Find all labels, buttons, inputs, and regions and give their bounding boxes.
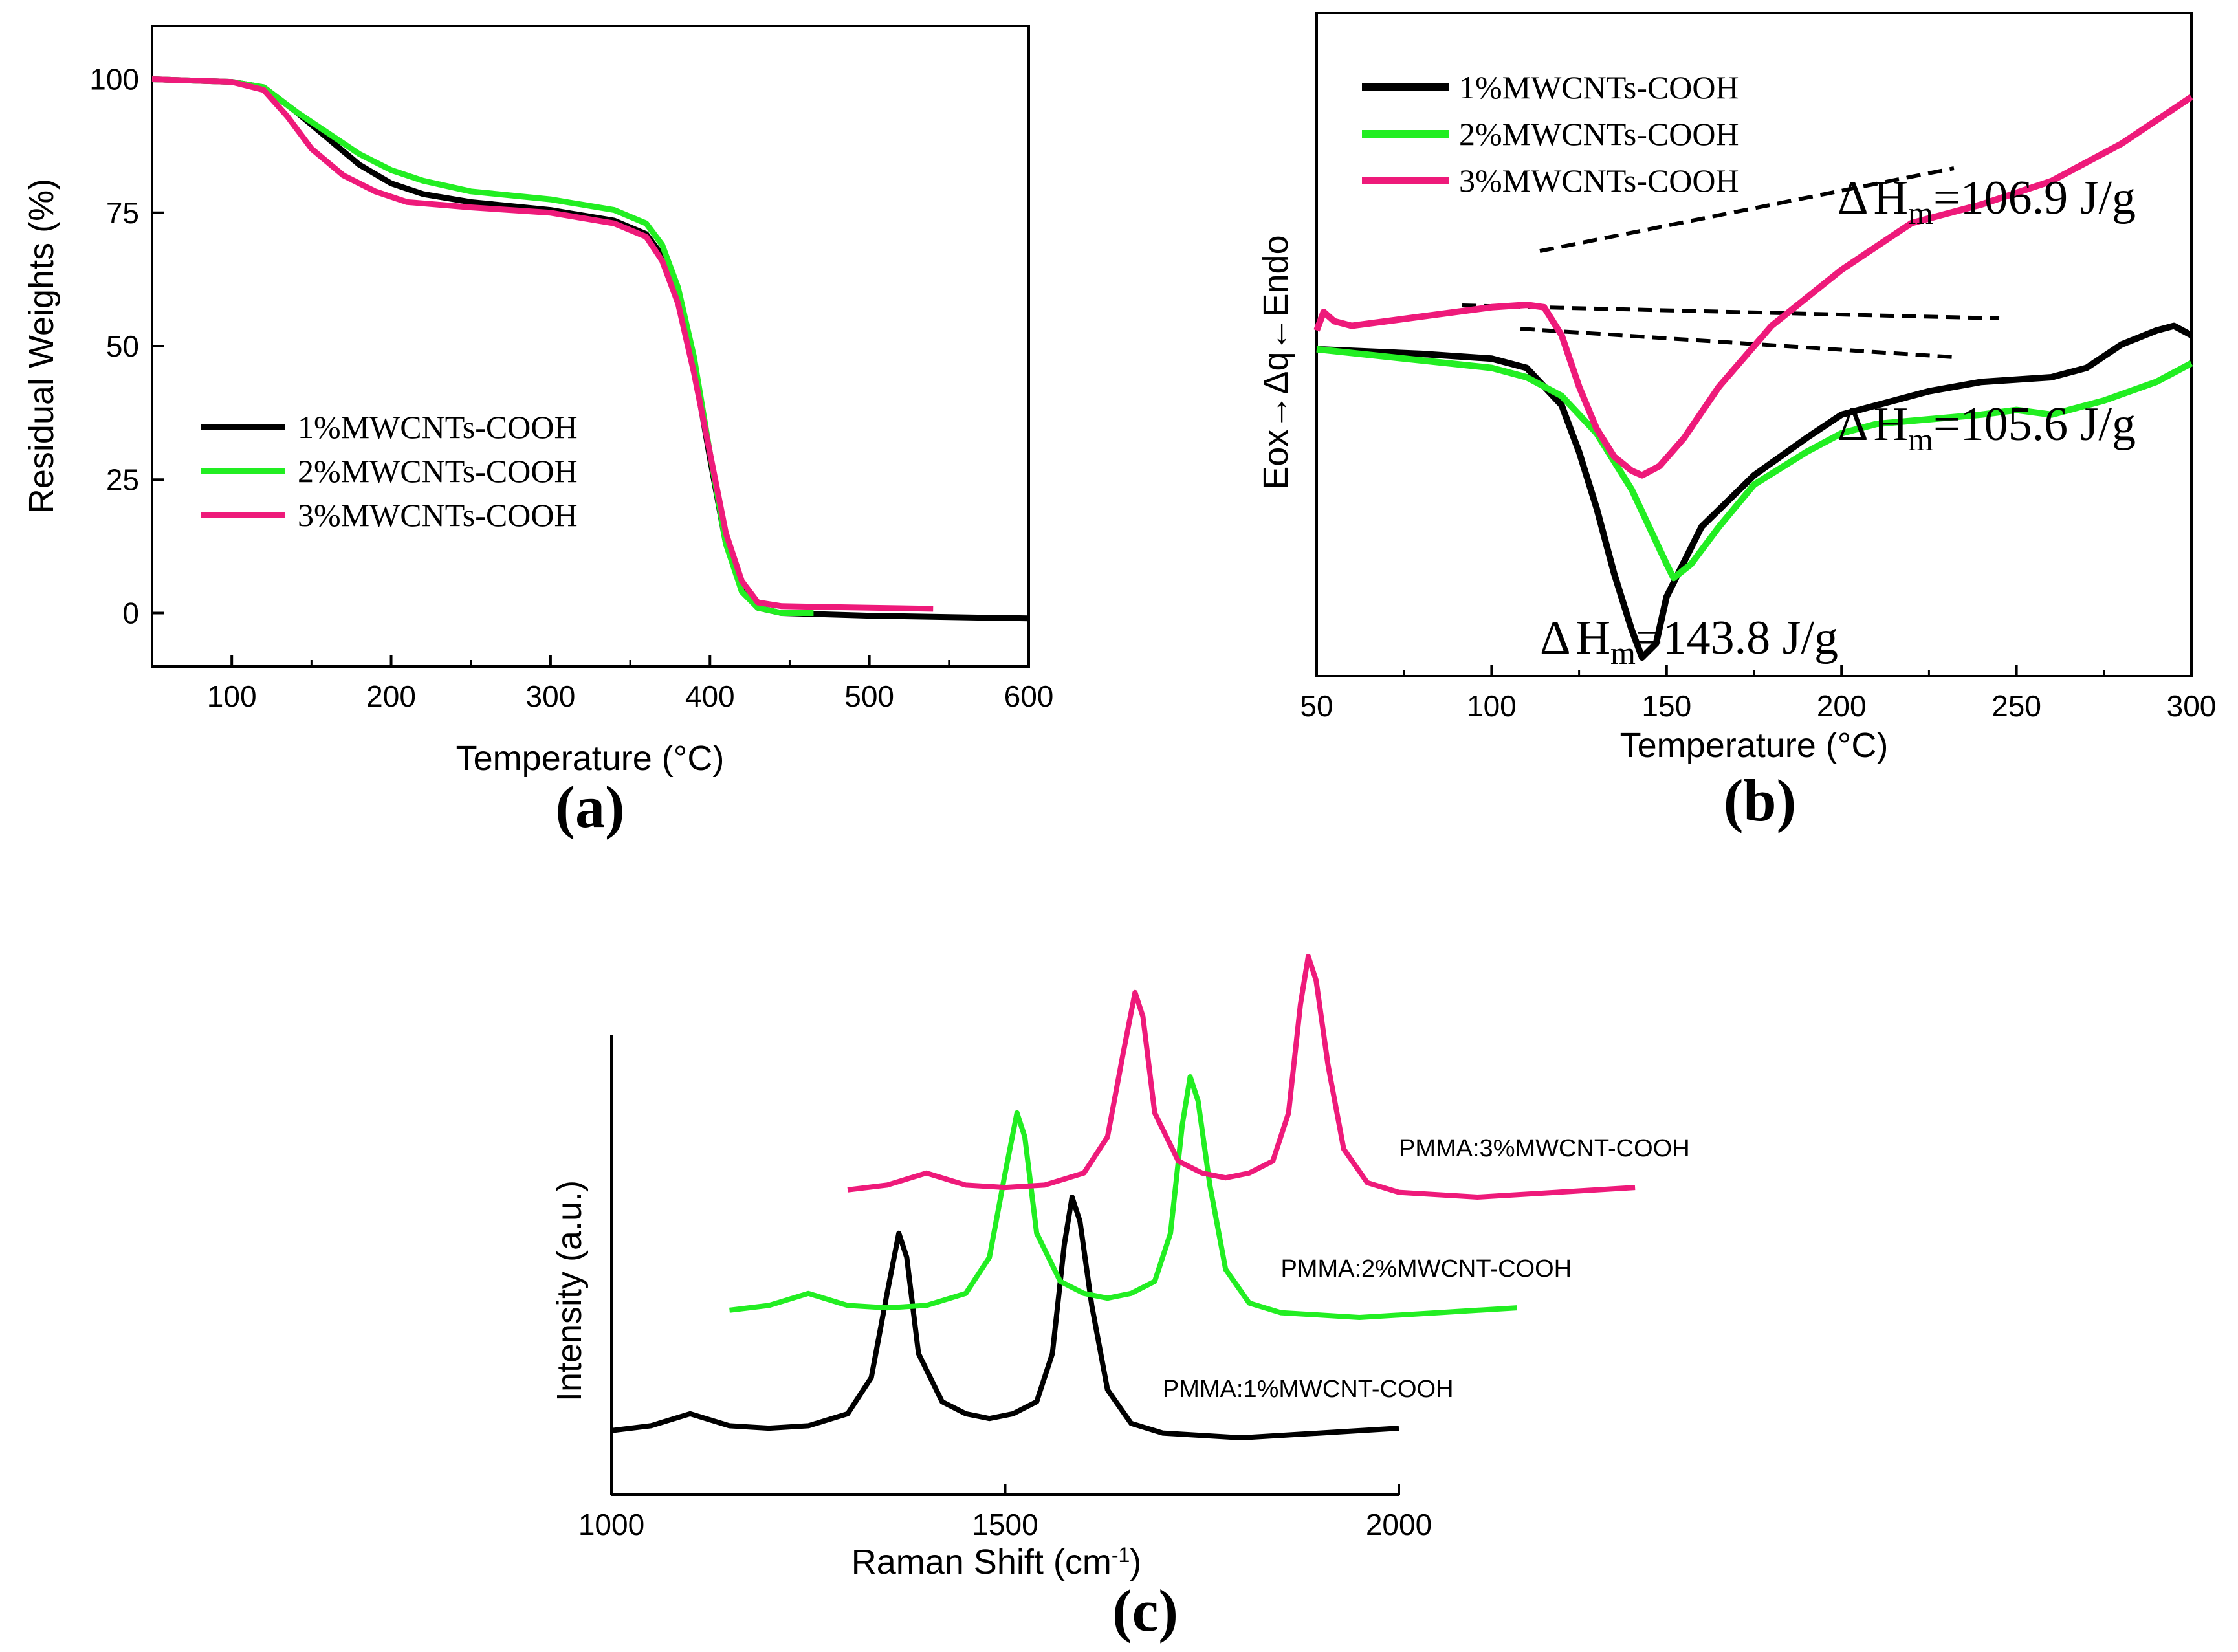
h-symbol: H [1874,398,1908,451]
panel-a-ticks: 100 200 300 400 500 600 0 25 50 75 100 [89,63,1053,714]
x-tick-label: 500 [844,679,894,713]
y-tick-label: 0 [122,597,139,630]
panel-c: 1000 1500 2000 PMMA:1%MWCNT-COOH PMMA:2%MWC… [550,954,1690,1644]
legend-label: 2%MWCNTs-COOH [298,453,578,489]
raman-spectrum-2 [729,1074,1517,1320]
series-line-2 [151,76,814,616]
panel-a-x-axis-label: Temperature (°C) [456,739,725,778]
panel-c-series-labels: PMMA:1%MWCNT-COOH PMMA:2%MWCNT-COOH PMMA:3… [1163,1135,1690,1403]
x-tick-label: 600 [1004,679,1054,713]
series-label: PMMA:2%MWCNT-COOH [1280,1255,1572,1283]
series-line-2 [1316,346,2193,582]
y-tick-label: 25 [106,463,139,496]
legend-label: 1%MWCNTs-COOH [1459,69,1739,105]
enthalpy-annotation-1pct: Δ Hm=143.8 J/g [1540,611,1838,671]
x-tick-label: 150 [1641,689,1691,723]
panel-c-ticks: 1000 1500 2000 [578,1484,1432,1541]
legend-label: 2%MWCNTs-COOH [1459,116,1739,152]
series-label: PMMA:1%MWCNT-COOH [1163,1376,1454,1403]
h-symbol: H [1576,611,1610,665]
x-tick-label: 400 [685,679,735,713]
series-line-3 [1313,94,2193,479]
panel-b-y-axis-label: Eox→Δq←Endo [1256,235,1295,489]
panel-c-y-axis-label: Intensity (a.u.) [550,1180,589,1402]
baseline-3pct [1539,166,1955,253]
x-tick-label: 250 [1991,689,2041,723]
x-tick-label: 50 [1300,689,1333,723]
panel-b-ticks: 50 100 150 200 250 300 [1300,665,2216,723]
panel-a-series [151,76,1029,622]
baseline-1pct [1462,303,2000,320]
panel-a-legend: 1%MWCNTs-COOH 2%MWCNTs-COOH 3%MWCNTs-COOH [201,409,578,533]
x-label-superscript: -1 [1112,1543,1130,1567]
enthalpy-value: =105.6 J/g [1933,398,2136,451]
enthalpy-value: =143.8 J/g [1636,611,1838,665]
m-subscript: m [1908,421,1933,457]
x-tick-label: 100 [1467,689,1517,723]
panel-a: 100 200 300 400 500 600 0 25 50 75 100 1%MWCNTs-CO… [22,25,1053,840]
enthalpy-annotation-3pct: Δ Hm=106.9 J/g [1838,171,2136,231]
raman-spectrum-1 [611,1195,1399,1440]
panel-c-x-axis-label: Raman Shift (cm-1) [851,1543,1142,1581]
x-label-end: ) [1130,1543,1141,1581]
panel-b-label: (b) [1724,767,1796,833]
panel-b: 50 100 150 200 250 300 1%MWCNTs-COOH 2%MWCNTs-… [1256,12,2216,833]
panel-b-legend: 1%MWCNTs-COOH 2%MWCNTs-COOH 3%MWCNTs-COOH [1362,69,1739,199]
m-subscript: m [1908,195,1933,231]
x-tick-label: 100 [207,679,257,713]
panel-a-y-axis-label: Residual Weights (%) [22,179,61,514]
x-tick-label: 200 [1817,689,1867,723]
x-label-main: Raman Shift (cm [851,1543,1112,1581]
delta-symbol: Δ [1838,171,1869,225]
panel-c-series [611,954,1636,1440]
panel-b-x-axis-label: Temperature (°C) [1620,726,1889,765]
panel-b-series [1313,94,2193,661]
panel-b-baselines [1462,166,2000,359]
x-tick-label: 1500 [972,1508,1038,1541]
panel-a-label: (a) [555,774,624,840]
y-tick-label: 75 [106,196,139,230]
legend-label: 3%MWCNTs-COOH [298,497,578,533]
baseline-2pct [1520,327,1955,359]
series-line-1 [1316,322,2193,661]
series-line-1 [151,76,1029,622]
x-tick-label: 300 [526,679,576,713]
x-tick-label: 300 [2167,689,2217,723]
delta-symbol: Δ [1540,611,1571,665]
enthalpy-value: =106.9 J/g [1933,171,2136,225]
x-tick-label: 1000 [578,1508,644,1541]
h-symbol: H [1874,171,1908,225]
y-tick-label: 100 [89,63,139,96]
delta-symbol: Δ [1838,398,1869,451]
series-label: PMMA:3%MWCNT-COOH [1399,1135,1690,1162]
m-subscript: m [1610,635,1636,671]
x-tick-label: 200 [366,679,416,713]
raman-spectrum-3 [847,954,1636,1200]
x-tick-label: 2000 [1366,1508,1432,1541]
panel-a-axes-frame [151,25,1030,668]
series-line-3 [151,76,934,612]
enthalpy-annotation-2pct: Δ Hm=105.6 J/g [1838,398,2136,457]
y-tick-label: 50 [106,329,139,363]
panel-c-label: (c) [1112,1578,1178,1644]
legend-label: 1%MWCNTs-COOH [298,409,578,445]
legend-label: 3%MWCNTs-COOH [1459,162,1739,199]
